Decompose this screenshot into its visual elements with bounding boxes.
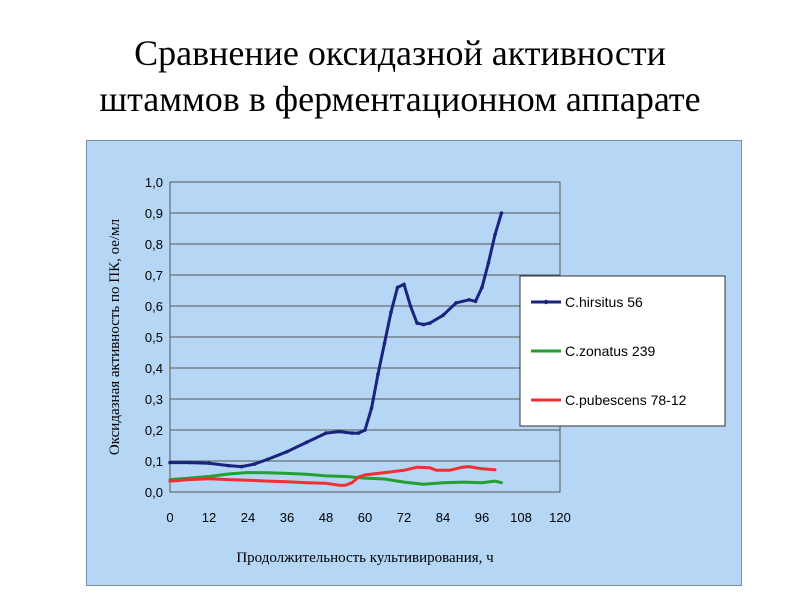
- y-tick-label: 0,1: [145, 454, 163, 469]
- data-point: [441, 313, 445, 318]
- data-point: [350, 431, 354, 435]
- x-tick-label: 48: [319, 510, 333, 525]
- data-point: [265, 457, 270, 462]
- data-point: [304, 440, 309, 445]
- data-point: [499, 211, 504, 215]
- y-tick-label: 1,0: [145, 175, 163, 190]
- data-point: [226, 463, 231, 468]
- data-point: [402, 282, 406, 287]
- y-tick-label: 0,0: [145, 485, 163, 500]
- data-point: [187, 460, 192, 465]
- series-layer: [168, 211, 504, 487]
- data-point: [337, 429, 341, 434]
- y-tick-labels: 0,0 0,1 0,2 0,3 0,4 0,5 0,6 0,7 0,8 0,9 1,0: [145, 175, 163, 500]
- grid-layer: [170, 212, 560, 462]
- data-point: [324, 431, 328, 435]
- x-tick-label: 60: [358, 510, 372, 525]
- data-point: [252, 462, 257, 466]
- x-axis-title: Продолжительность культивирования, ч: [236, 550, 494, 566]
- data-point: [467, 298, 471, 302]
- legend-label: C.zonatus 239: [565, 343, 655, 359]
- data-point: [369, 406, 374, 411]
- data-point: [239, 464, 244, 469]
- legend-marker: [543, 299, 549, 305]
- data-point: [428, 321, 432, 325]
- data-point: [382, 341, 387, 345]
- data-point: [480, 285, 484, 290]
- slide-title-line-2: штаммов в ферментационном аппарате: [99, 79, 701, 119]
- data-point: [395, 285, 400, 290]
- legend: C.hirsitus 56 C.zonatus 239 C.pubescens 78…: [519, 275, 726, 427]
- data-point: [473, 299, 478, 304]
- y-tick-label: 0,4: [145, 361, 163, 376]
- data-point: [168, 460, 172, 465]
- data-point: [285, 449, 289, 454]
- x-tick-label: 108: [510, 510, 532, 525]
- y-tick-label: 0,7: [145, 268, 163, 283]
- legend-label: C.pubescens 78-12: [565, 392, 687, 408]
- data-point: [454, 301, 458, 305]
- data-point: [415, 321, 419, 325]
- data-point: [486, 260, 491, 265]
- x-tick-label: 24: [241, 510, 255, 525]
- y-tick-label: 0,9: [145, 206, 163, 221]
- series-line-2: [168, 471, 503, 486]
- chart-area: 0,0 0,1 0,2 0,3 0,4 0,5 0,6 0,7 0,8 0,9 1,0 0 12 24 3…: [86, 140, 742, 586]
- slide-title: Сравнение оксидазной активности штаммов …: [0, 30, 800, 122]
- data-point: [421, 322, 426, 327]
- legend-label: C.hirsitus 56: [565, 294, 643, 310]
- x-tick-label: 36: [280, 510, 294, 525]
- x-tick-label: 72: [397, 510, 411, 525]
- slide-title-line-1: Сравнение оксидазной активности: [134, 33, 666, 73]
- legend-entries: C.hirsitus 56 C.zonatus 239 C.pubescens 78…: [531, 294, 687, 408]
- y-tick-label: 0,3: [145, 392, 163, 407]
- data-point: [376, 372, 380, 376]
- x-tick-label: 84: [436, 510, 450, 525]
- data-point: [207, 461, 211, 465]
- series-line-1: [168, 211, 503, 469]
- data-point: [408, 304, 413, 308]
- data-point: [356, 431, 361, 435]
- y-tick-label: 0,6: [145, 299, 163, 314]
- y-tick-label: 0,5: [145, 330, 163, 345]
- y-tick-label: 0,8: [145, 237, 163, 252]
- series-line-3: [168, 465, 497, 487]
- x-tick-labels: 0 12 24 36 48 60 72 84 96 108 120: [166, 510, 570, 525]
- data-point: [493, 232, 497, 237]
- y-axis-title: Оксидазная активность по ПК, ое/мл: [107, 218, 123, 455]
- x-tick-label: 120: [549, 510, 571, 525]
- data-point: [363, 428, 367, 432]
- x-tick-label: 0: [166, 510, 173, 525]
- data-point: [389, 310, 393, 314]
- y-tick-label: 0,2: [145, 423, 163, 438]
- x-tick-label: 12: [202, 510, 216, 525]
- line-chart: 0,0 0,1 0,2 0,3 0,4 0,5 0,6 0,7 0,8 0,9 1,0 0 12 24 3…: [107, 175, 726, 566]
- x-tick-label: 96: [475, 510, 489, 525]
